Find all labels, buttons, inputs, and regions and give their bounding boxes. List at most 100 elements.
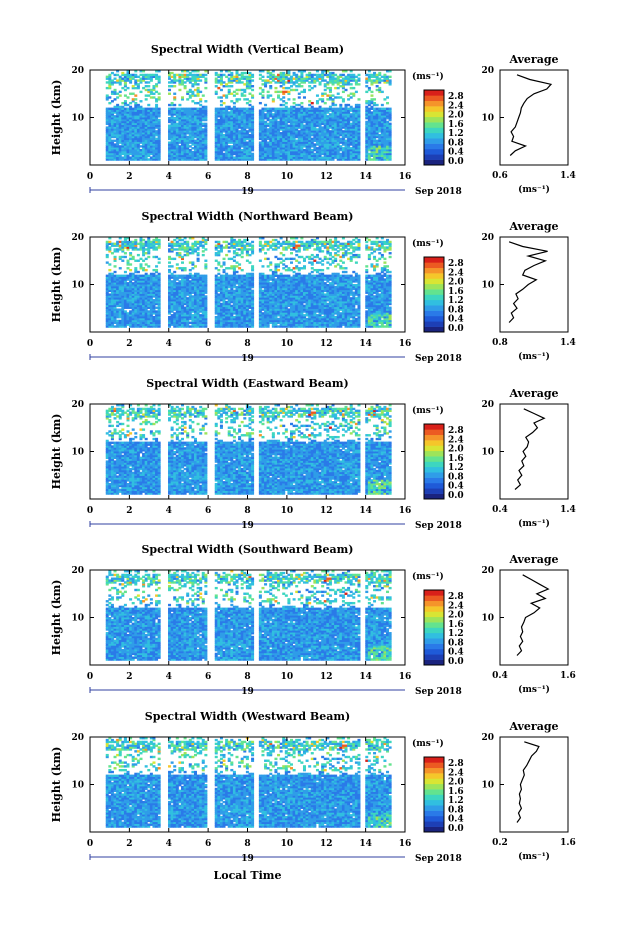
average-x-label: (ms⁻¹) bbox=[518, 518, 550, 529]
colorbar-tick-label: 1.6 bbox=[448, 787, 464, 797]
colorbar-swatch bbox=[424, 257, 444, 263]
average-profile: Average 10 20 0.8 1.4 (ms⁻¹) bbox=[481, 220, 575, 362]
x-tick-label: 14 bbox=[359, 339, 372, 349]
average-frame bbox=[499, 569, 569, 666]
x-tick-label: 2 bbox=[126, 339, 132, 349]
y-tick-label: 20 bbox=[71, 566, 84, 576]
x-tick-label: 16 bbox=[399, 839, 412, 849]
heatmap-field bbox=[105, 70, 392, 161]
colorbar-frame bbox=[423, 423, 445, 500]
colorbar-swatch bbox=[424, 321, 444, 327]
average-y-tick-label: 10 bbox=[481, 281, 494, 291]
colorbar-swatch bbox=[424, 267, 444, 274]
colorbar-tick-label: 0.4 bbox=[448, 315, 464, 325]
colorbar-tick-label: 0.0 bbox=[448, 157, 464, 167]
colorbar-tick-label: 2.8 bbox=[448, 592, 464, 602]
panel-4: Spectral Width (Southward Beam) Height (k… bbox=[50, 543, 576, 697]
average-profile: Average 10 20 0.6 1.4 (ms⁻¹) bbox=[481, 53, 575, 195]
x-tick-label: 16 bbox=[399, 672, 412, 682]
average-y-tick-label: 10 bbox=[481, 448, 494, 458]
colorbar-tick-label: 0.4 bbox=[448, 148, 464, 158]
date-month-label: Sep 2018 bbox=[415, 354, 462, 364]
y-axis-label: Height (km) bbox=[50, 747, 63, 823]
average-profile-line bbox=[508, 241, 548, 323]
average-x-tick-label: 1.6 bbox=[560, 838, 576, 848]
colorbar-tick-label: 2.4 bbox=[448, 101, 464, 111]
colorbar-swatch bbox=[424, 488, 444, 494]
average-frame bbox=[499, 236, 569, 333]
colorbar-swatch bbox=[424, 482, 444, 489]
x-tick-label: 6 bbox=[205, 172, 211, 182]
colorbar-tick-label: 0.4 bbox=[448, 648, 464, 658]
average-frame bbox=[499, 403, 569, 500]
average-y-tick-label: 20 bbox=[481, 400, 494, 410]
colorbar-swatch bbox=[424, 138, 444, 144]
colorbar-swatch bbox=[424, 815, 444, 822]
colorbar-tick-label: 0.8 bbox=[448, 305, 464, 315]
colorbar-swatch bbox=[424, 116, 444, 123]
colorbar-tick-label: 2.8 bbox=[448, 759, 464, 769]
colorbar: (ms⁻¹) 2.82.42.01.61.20.80.40.0 bbox=[412, 571, 464, 667]
colorbar-swatch bbox=[424, 148, 444, 155]
colorbar-frame bbox=[423, 89, 445, 166]
colorbar-swatch bbox=[424, 305, 444, 311]
average-x-tick-label: 0.4 bbox=[492, 505, 508, 515]
y-tick-label: 10 bbox=[71, 448, 84, 458]
colorbar-tick-label: 0.0 bbox=[448, 491, 464, 501]
x-tick-label: 10 bbox=[281, 172, 294, 182]
date-month-label: Sep 2018 bbox=[415, 187, 462, 197]
x-tick-label: 4 bbox=[166, 672, 172, 682]
average-y-tick-label: 20 bbox=[481, 66, 494, 76]
x-tick-label: 14 bbox=[359, 839, 372, 849]
colorbar-swatch bbox=[424, 773, 444, 779]
colorbar-tick-label: 0.8 bbox=[448, 472, 464, 482]
colorbar-swatch bbox=[424, 805, 444, 811]
average-x-tick-label: 0.8 bbox=[492, 338, 508, 348]
x-tick-label: 8 bbox=[244, 839, 250, 849]
colorbar-swatch bbox=[424, 622, 444, 628]
colorbar-swatch bbox=[424, 450, 444, 457]
colorbar-swatch bbox=[424, 461, 444, 468]
colorbar-swatch bbox=[424, 273, 444, 279]
x-tick-label: 4 bbox=[166, 839, 172, 849]
x-tick-label: 4 bbox=[166, 172, 172, 182]
colorbar-swatch bbox=[424, 310, 444, 317]
colorbar-swatch bbox=[424, 445, 444, 452]
average-title: Average bbox=[508, 387, 558, 400]
y-axis-label: Height (km) bbox=[50, 247, 63, 323]
x-tick-label: 4 bbox=[166, 339, 172, 349]
colorbar-swatch bbox=[424, 590, 444, 596]
colorbar-tick-label: 0.8 bbox=[448, 638, 464, 648]
colorbar-swatch bbox=[424, 429, 444, 436]
colorbar-tick-label: 2.8 bbox=[448, 426, 464, 436]
colorbar: (ms⁻¹) 2.82.42.01.61.20.80.40.0 bbox=[412, 738, 464, 834]
panel-title: Spectral Width (Southward Beam) bbox=[141, 543, 353, 556]
colorbar-tick-label: 1.6 bbox=[448, 120, 464, 130]
x-tick-label: 12 bbox=[320, 506, 333, 516]
colorbar-swatch bbox=[424, 595, 444, 602]
colorbar-swatch bbox=[424, 643, 444, 650]
average-y-tick-label: 10 bbox=[481, 114, 494, 124]
colorbar-swatch bbox=[424, 789, 444, 795]
colorbar-tick-label: 2.8 bbox=[448, 92, 464, 102]
y-axis-label: Height (km) bbox=[50, 580, 63, 656]
colorbar-swatch bbox=[424, 778, 444, 785]
colorbar-tick-label: 0.8 bbox=[448, 138, 464, 148]
colorbar-frame bbox=[423, 256, 445, 333]
panel-1: Spectral Width (Vertical Beam) Height (km… bbox=[50, 43, 576, 197]
colorbar-swatch bbox=[424, 799, 444, 806]
colorbar-swatch bbox=[424, 143, 444, 150]
x-tick-label: 0 bbox=[87, 506, 93, 516]
x-tick-label: 10 bbox=[281, 339, 294, 349]
colorbar-tick-label: 1.2 bbox=[448, 129, 464, 139]
colorbar-unit-label: (ms⁻¹) bbox=[412, 405, 444, 416]
x-tick-label: 0 bbox=[87, 672, 93, 682]
colorbar: (ms⁻¹) 2.82.42.01.61.20.80.40.0 bbox=[412, 238, 464, 334]
x-tick-label: 2 bbox=[126, 172, 132, 182]
x-axis-label: Local Time bbox=[214, 869, 282, 882]
y-tick-label: 20 bbox=[71, 400, 84, 410]
colorbar-swatch bbox=[424, 289, 444, 295]
date-month-label: Sep 2018 bbox=[415, 854, 462, 864]
colorbar-tick-label: 1.2 bbox=[448, 296, 464, 306]
colorbar-swatch bbox=[424, 111, 444, 118]
